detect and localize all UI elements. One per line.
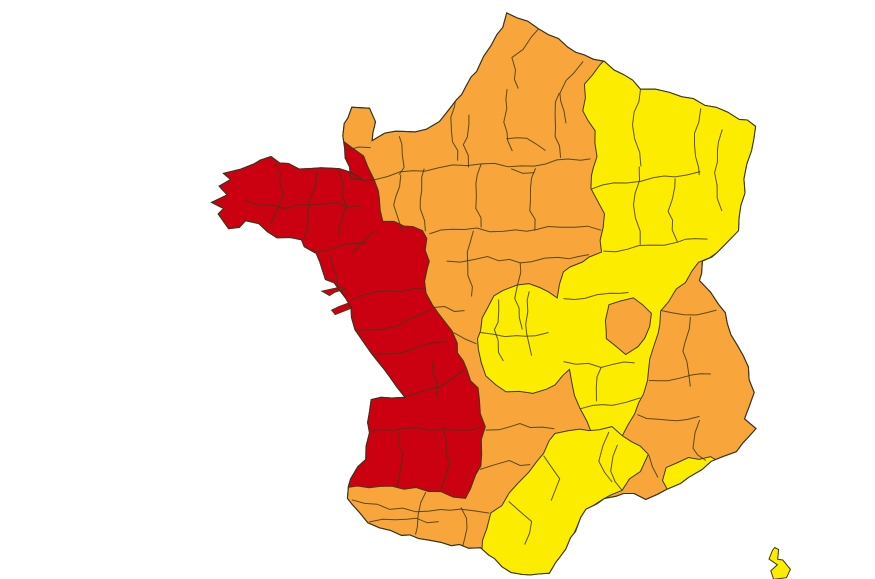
department-border — [590, 171, 701, 190]
department-border — [559, 60, 584, 124]
department-border — [610, 444, 623, 491]
department-border — [462, 114, 470, 168]
department-border — [603, 238, 708, 253]
department-border — [393, 174, 403, 232]
island-re[interactable] — [320, 286, 347, 297]
department-border — [370, 341, 448, 355]
department-border — [352, 287, 424, 300]
department-border — [648, 373, 711, 382]
department-border — [479, 459, 531, 470]
department-border — [510, 168, 535, 174]
department-border — [694, 108, 702, 176]
department-border — [563, 292, 629, 301]
department-border — [466, 230, 474, 297]
department-border — [511, 28, 539, 89]
department-border — [543, 455, 561, 501]
department-border — [356, 309, 432, 331]
department-border — [525, 291, 533, 356]
department-border — [506, 137, 546, 151]
department-border — [429, 225, 602, 235]
department-border — [475, 163, 482, 228]
department-border — [632, 166, 641, 245]
department-border — [450, 97, 459, 161]
department-border — [371, 427, 481, 432]
department-border — [480, 332, 549, 338]
zone-yellow-northeast[interactable] — [476, 58, 767, 445]
department-border — [682, 316, 691, 387]
department-border — [554, 92, 562, 158]
department-border — [637, 414, 700, 422]
department-border — [419, 168, 426, 232]
department-border — [508, 501, 533, 545]
department-border — [405, 369, 464, 397]
department-border — [453, 332, 477, 345]
department-border — [415, 491, 427, 535]
department-border — [368, 517, 439, 524]
department-border — [398, 136, 405, 175]
department-border — [460, 507, 468, 550]
department-border — [396, 432, 404, 488]
department-border — [351, 499, 490, 514]
department-border — [667, 178, 678, 243]
department-border — [514, 262, 523, 330]
department-borders-layer — [244, 28, 723, 550]
department-border — [434, 305, 465, 313]
department-border — [270, 163, 285, 224]
department-border — [529, 168, 537, 231]
department-border — [303, 172, 318, 238]
department-border — [660, 309, 717, 316]
department-border — [244, 200, 362, 210]
zone-orange-rhone-patch[interactable] — [604, 297, 652, 356]
department-border — [431, 361, 438, 398]
department-border — [493, 299, 504, 362]
department-border — [648, 454, 659, 478]
department-border — [631, 89, 642, 167]
department-border — [598, 431, 613, 483]
department-border — [352, 230, 376, 254]
department-border — [346, 146, 371, 151]
department-border — [440, 429, 451, 490]
department-border — [337, 171, 348, 236]
department-border — [485, 422, 555, 431]
department-border — [595, 367, 602, 402]
corsica-cap-corse[interactable] — [768, 546, 791, 579]
department-border — [692, 419, 707, 461]
department-border — [714, 129, 723, 212]
department-border — [580, 397, 641, 410]
department-border — [503, 89, 513, 152]
france-outline — [210, 12, 757, 576]
